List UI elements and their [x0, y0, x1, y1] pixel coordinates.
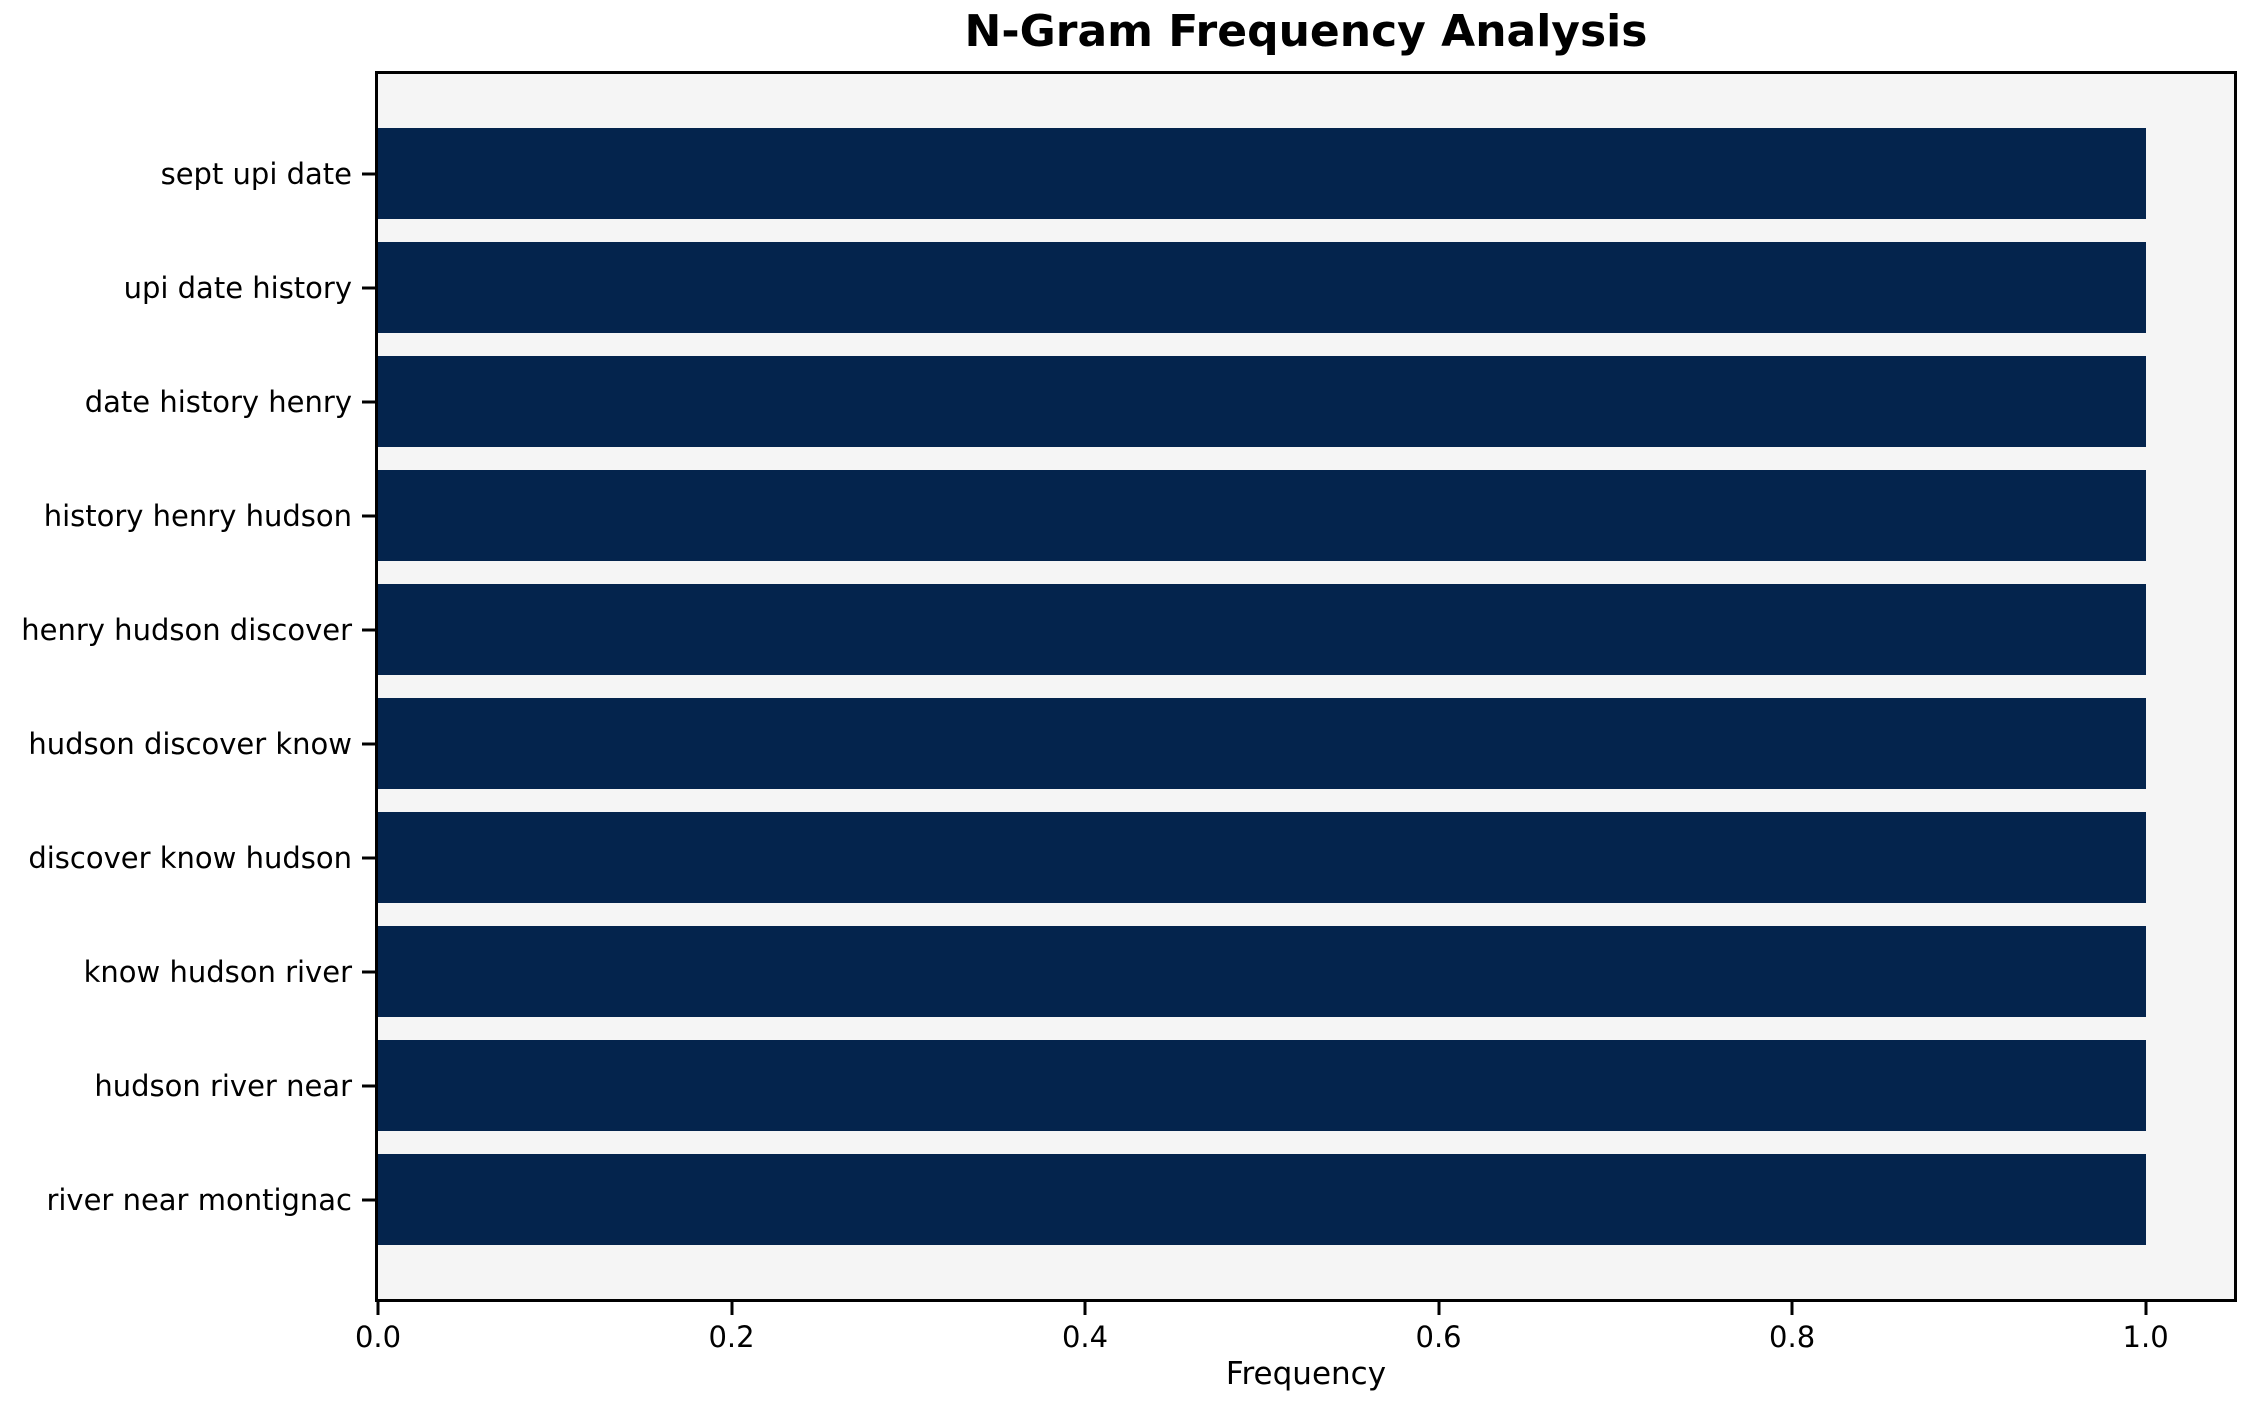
plot-area	[375, 71, 2237, 1302]
x-tick-label: 0.2	[708, 1320, 755, 1354]
bar	[378, 698, 2146, 789]
y-tick-label: sept upi date	[160, 156, 352, 191]
y-tick-label: hudson river near	[94, 1068, 352, 1103]
x-tick-label: 0.8	[1769, 1320, 1816, 1354]
y-tick-mark	[362, 856, 375, 859]
x-tick-mark	[730, 1302, 734, 1315]
bar	[378, 1040, 2146, 1131]
x-axis-label: Frequency	[1225, 1356, 1387, 1392]
bar	[378, 470, 2146, 561]
y-tick-mark	[362, 400, 375, 403]
y-tick-label: river near montignac	[46, 1182, 352, 1217]
y-tick-mark	[362, 514, 375, 517]
y-tick-mark	[362, 172, 375, 175]
x-tick-mark	[376, 1302, 380, 1315]
y-tick-mark	[362, 970, 375, 973]
y-tick-label: know hudson river	[83, 954, 352, 989]
x-tick-mark	[1083, 1302, 1087, 1315]
bar	[378, 356, 2146, 447]
x-tick-mark	[1790, 1302, 1794, 1315]
y-tick-mark	[362, 742, 375, 745]
y-tick-label: date history henry	[84, 384, 352, 419]
y-tick-mark	[362, 628, 375, 631]
bar	[378, 1154, 2146, 1245]
y-tick-label: hudson discover know	[28, 726, 352, 761]
bar	[378, 584, 2146, 675]
y-tick-mark	[362, 1084, 375, 1087]
bar	[378, 926, 2146, 1017]
x-tick-mark	[1437, 1302, 1441, 1315]
x-tick-label: 0.0	[354, 1320, 402, 1354]
y-tick-label: discover know hudson	[28, 840, 352, 875]
bar	[378, 812, 2146, 903]
y-tick-label: henry hudson discover	[21, 612, 352, 647]
y-tick-mark	[362, 1198, 375, 1201]
x-tick-label: 1.0	[2122, 1320, 2169, 1354]
x-tick-mark	[2144, 1302, 2148, 1315]
x-tick-label: 0.4	[1061, 1320, 1109, 1354]
y-tick-label: upi date history	[123, 270, 352, 305]
y-tick-label: history henry hudson	[43, 498, 352, 533]
chart-title: N-Gram Frequency Analysis	[964, 6, 1648, 57]
bars-layer	[378, 74, 2234, 1299]
y-tick-mark	[362, 286, 375, 289]
bar	[378, 128, 2146, 219]
x-tick-label: 0.6	[1415, 1320, 1462, 1354]
bar	[378, 242, 2146, 333]
